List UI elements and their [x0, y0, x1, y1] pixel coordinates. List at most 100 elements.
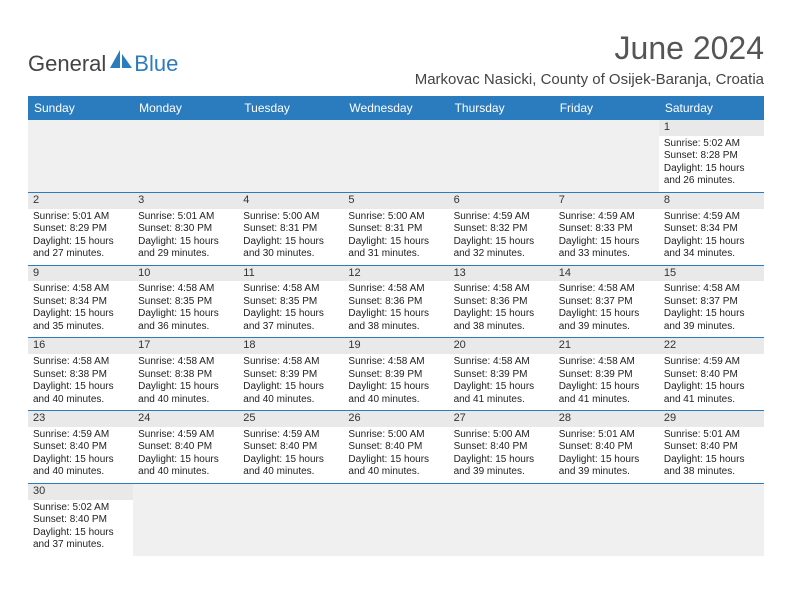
- sunset-line: Sunset: 8:38 PM: [33, 369, 128, 382]
- daylight-line: Daylight: 15 hours and 40 minutes.: [243, 381, 338, 406]
- day-number: 12: [343, 266, 448, 282]
- sunset-line: Sunset: 8:34 PM: [664, 223, 759, 236]
- daylight-line: Daylight: 15 hours and 34 minutes.: [664, 236, 759, 261]
- day-cell: 29Sunrise: 5:01 AMSunset: 8:40 PMDayligh…: [659, 411, 764, 483]
- daylight-line: Daylight: 15 hours and 40 minutes.: [243, 454, 338, 479]
- sunset-line: Sunset: 8:40 PM: [664, 441, 759, 454]
- sunrise-line: Sunrise: 4:59 AM: [454, 211, 549, 224]
- day-cell: 19Sunrise: 4:58 AMSunset: 8:39 PMDayligh…: [343, 338, 448, 410]
- day-header: Tuesday: [238, 96, 343, 120]
- sunset-line: Sunset: 8:40 PM: [559, 441, 654, 454]
- day-number: 1: [659, 120, 764, 136]
- daylight-line: Daylight: 15 hours and 26 minutes.: [664, 163, 759, 188]
- sunset-line: Sunset: 8:31 PM: [243, 223, 338, 236]
- sunrise-line: Sunrise: 5:01 AM: [559, 429, 654, 442]
- day-number: 26: [343, 411, 448, 427]
- daylight-line: Daylight: 15 hours and 39 minutes.: [559, 454, 654, 479]
- sunrise-line: Sunrise: 4:58 AM: [454, 283, 549, 296]
- week-row: 9Sunrise: 4:58 AMSunset: 8:34 PMDaylight…: [28, 266, 764, 339]
- day-cell: 10Sunrise: 4:58 AMSunset: 8:35 PMDayligh…: [133, 266, 238, 338]
- day-cell: 2Sunrise: 5:01 AMSunset: 8:29 PMDaylight…: [28, 193, 133, 265]
- day-cell: 23Sunrise: 4:59 AMSunset: 8:40 PMDayligh…: [28, 411, 133, 483]
- title-block: June 2024 Markovac Nasicki, County of Os…: [415, 30, 764, 88]
- sunrise-line: Sunrise: 4:58 AM: [33, 356, 128, 369]
- daylight-line: Daylight: 15 hours and 40 minutes.: [348, 454, 443, 479]
- day-header: Monday: [133, 96, 238, 120]
- month-title: June 2024: [415, 30, 764, 67]
- day-number: 17: [133, 338, 238, 354]
- sunrise-line: Sunrise: 5:00 AM: [348, 211, 443, 224]
- day-cell: 20Sunrise: 4:58 AMSunset: 8:39 PMDayligh…: [449, 338, 554, 410]
- day-header: Saturday: [659, 96, 764, 120]
- sunset-line: Sunset: 8:38 PM: [138, 369, 233, 382]
- daylight-line: Daylight: 15 hours and 40 minutes.: [138, 381, 233, 406]
- day-cell: 9Sunrise: 4:58 AMSunset: 8:34 PMDaylight…: [28, 266, 133, 338]
- empty-cell: [343, 484, 448, 556]
- empty-cell: [133, 120, 238, 192]
- sunset-line: Sunset: 8:34 PM: [33, 296, 128, 309]
- day-cell: 8Sunrise: 4:59 AMSunset: 8:34 PMDaylight…: [659, 193, 764, 265]
- day-cell: 15Sunrise: 4:58 AMSunset: 8:37 PMDayligh…: [659, 266, 764, 338]
- day-number: 6: [449, 193, 554, 209]
- header: General Blue June 2024 Markovac Nasicki,…: [28, 30, 764, 88]
- sunset-line: Sunset: 8:40 PM: [348, 441, 443, 454]
- sunrise-line: Sunrise: 4:58 AM: [454, 356, 549, 369]
- sunset-line: Sunset: 8:36 PM: [454, 296, 549, 309]
- day-number: 18: [238, 338, 343, 354]
- daylight-line: Daylight: 15 hours and 31 minutes.: [348, 236, 443, 261]
- daylight-line: Daylight: 15 hours and 30 minutes.: [243, 236, 338, 261]
- day-cell: 3Sunrise: 5:01 AMSunset: 8:30 PMDaylight…: [133, 193, 238, 265]
- day-cell: 6 Sunrise: 4:59 AMSunset: 8:32 PMDaylight…: [449, 193, 554, 265]
- empty-cell: [554, 484, 659, 556]
- sunset-line: Sunset: 8:35 PM: [138, 296, 233, 309]
- day-number: 4: [238, 193, 343, 209]
- sunset-line: Sunset: 8:40 PM: [33, 514, 128, 527]
- sunset-line: Sunset: 8:28 PM: [664, 150, 759, 163]
- daylight-line: Daylight: 15 hours and 36 minutes.: [138, 308, 233, 333]
- day-number: 29: [659, 411, 764, 427]
- sunrise-line: Sunrise: 4:58 AM: [559, 356, 654, 369]
- day-cell: 16Sunrise: 4:58 AMSunset: 8:38 PMDayligh…: [28, 338, 133, 410]
- sunrise-line: Sunrise: 4:58 AM: [138, 283, 233, 296]
- day-header: Thursday: [449, 96, 554, 120]
- sunset-line: Sunset: 8:40 PM: [454, 441, 549, 454]
- sunset-line: Sunset: 8:33 PM: [559, 223, 654, 236]
- day-number: 16: [28, 338, 133, 354]
- sunrise-line: Sunrise: 5:00 AM: [454, 429, 549, 442]
- day-number: 14: [554, 266, 659, 282]
- sunset-line: Sunset: 8:39 PM: [454, 369, 549, 382]
- sunset-line: Sunset: 8:32 PM: [454, 223, 549, 236]
- sunset-line: Sunset: 8:35 PM: [243, 296, 338, 309]
- daylight-line: Daylight: 15 hours and 40 minutes.: [348, 381, 443, 406]
- daylight-line: Daylight: 15 hours and 35 minutes.: [33, 308, 128, 333]
- empty-cell: [343, 120, 448, 192]
- daylight-line: Daylight: 15 hours and 38 minutes.: [664, 454, 759, 479]
- day-number: 8: [659, 193, 764, 209]
- sunrise-line: Sunrise: 5:01 AM: [138, 211, 233, 224]
- sunrise-line: Sunrise: 4:58 AM: [243, 283, 338, 296]
- day-cell: 12Sunrise: 4:58 AMSunset: 8:36 PMDayligh…: [343, 266, 448, 338]
- empty-cell: [449, 120, 554, 192]
- sunrise-line: Sunrise: 4:59 AM: [243, 429, 338, 442]
- empty-cell: [238, 120, 343, 192]
- day-number: 27: [449, 411, 554, 427]
- day-header-row: SundayMondayTuesdayWednesdayThursdayFrid…: [28, 96, 764, 120]
- sunrise-line: Sunrise: 4:58 AM: [243, 356, 338, 369]
- sail-icon: [108, 48, 134, 75]
- day-number: 28: [554, 411, 659, 427]
- sunset-line: Sunset: 8:36 PM: [348, 296, 443, 309]
- sunset-line: Sunset: 8:40 PM: [33, 441, 128, 454]
- week-row: 30Sunrise: 5:02 AMSunset: 8:40 PMDayligh…: [28, 484, 764, 556]
- day-cell: 30Sunrise: 5:02 AMSunset: 8:40 PMDayligh…: [28, 484, 133, 556]
- empty-cell: [659, 484, 764, 556]
- sunrise-line: Sunrise: 4:58 AM: [138, 356, 233, 369]
- daylight-line: Daylight: 15 hours and 40 minutes.: [138, 454, 233, 479]
- sunset-line: Sunset: 8:39 PM: [348, 369, 443, 382]
- empty-cell: [449, 484, 554, 556]
- daylight-line: Daylight: 15 hours and 32 minutes.: [454, 236, 549, 261]
- day-number: 19: [343, 338, 448, 354]
- day-cell: 13Sunrise: 4:58 AMSunset: 8:36 PMDayligh…: [449, 266, 554, 338]
- day-number: 30: [28, 484, 133, 500]
- daylight-line: Daylight: 15 hours and 38 minutes.: [454, 308, 549, 333]
- sunrise-line: Sunrise: 5:02 AM: [664, 138, 759, 151]
